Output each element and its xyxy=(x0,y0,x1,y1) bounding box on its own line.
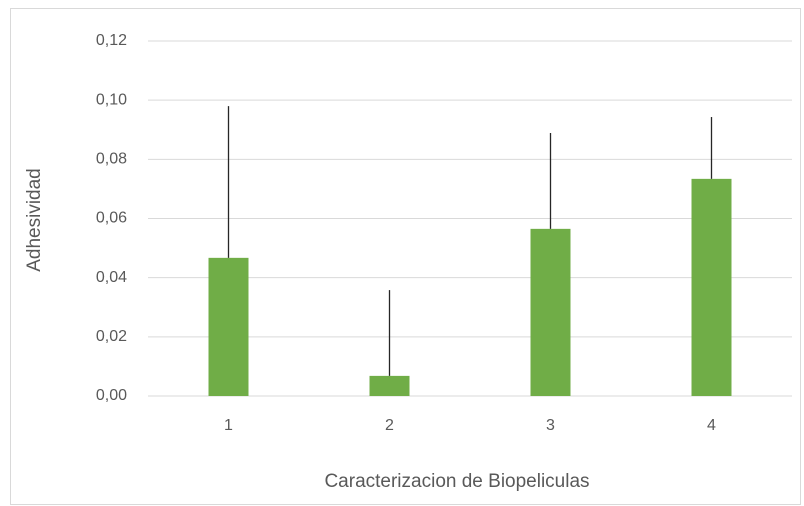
y-tick-label: 0,06 xyxy=(96,210,127,227)
bar xyxy=(691,178,732,396)
bar xyxy=(208,257,249,396)
x-tick-label: 1 xyxy=(224,417,233,434)
x-axis-title: Caracterizacion de Biopeliculas xyxy=(324,471,589,492)
y-tick-label: 0,10 xyxy=(96,91,127,108)
bar xyxy=(369,375,410,396)
x-tick-label: 2 xyxy=(385,417,394,434)
x-tick-label: 4 xyxy=(707,417,716,434)
y-tick-label: 0,04 xyxy=(96,269,127,286)
y-tick-label: 0,08 xyxy=(96,151,127,168)
y-tick-label: 0,02 xyxy=(96,328,127,345)
y-tick-label: 0,12 xyxy=(96,32,127,49)
x-tick-label: 3 xyxy=(546,417,555,434)
chart-frame xyxy=(10,8,801,505)
y-tick-label: 0,00 xyxy=(96,387,127,404)
bar xyxy=(530,228,571,396)
y-axis-title: Adhesividad xyxy=(24,168,45,272)
